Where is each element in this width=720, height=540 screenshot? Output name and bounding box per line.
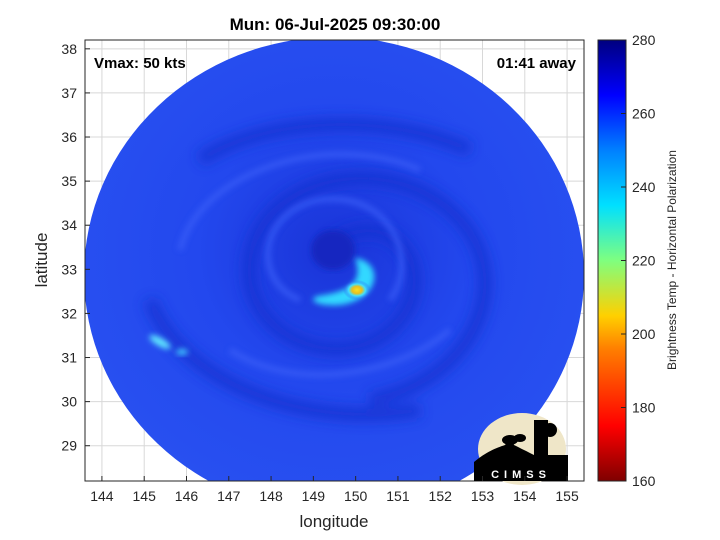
colorbar-tick-label: 280 bbox=[632, 32, 656, 48]
y-axis: 29 30 31 32 33 34 35 36 37 38 bbox=[61, 41, 90, 454]
microwave-swath-image bbox=[85, 40, 584, 481]
time-away-label: 01:41 away bbox=[497, 55, 577, 72]
colorbar-tick-label: 200 bbox=[632, 326, 656, 342]
x-tick-label: 148 bbox=[259, 488, 283, 504]
y-tick-label: 32 bbox=[61, 305, 77, 321]
x-tick-label: 149 bbox=[302, 488, 326, 504]
y-axis-label: latitude bbox=[32, 233, 51, 288]
x-tick-label: 146 bbox=[175, 488, 199, 504]
x-axis-label: longitude bbox=[299, 512, 368, 531]
y-tick-label: 29 bbox=[61, 438, 77, 454]
x-tick-label: 153 bbox=[471, 488, 495, 504]
plot-area bbox=[84, 39, 585, 482]
vmax-label: Vmax: 50 kts bbox=[94, 55, 186, 72]
colorbar-tick-label: 220 bbox=[632, 253, 656, 269]
colorbar-label: Brightness Temp - Horizontal Polarizatio… bbox=[665, 150, 679, 370]
y-tick-label: 31 bbox=[61, 350, 77, 366]
y-tick-label: 36 bbox=[61, 129, 77, 145]
x-tick-label: 151 bbox=[386, 488, 410, 504]
x-tick-label: 155 bbox=[555, 488, 579, 504]
x-tick-label: 152 bbox=[429, 488, 453, 504]
colorbar: 280 260 240 220 200 180 160 Brightness Temp - … bbox=[597, 32, 679, 489]
y-tick-label: 37 bbox=[61, 85, 77, 101]
colorbar-tick-label: 260 bbox=[632, 106, 656, 122]
y-tick-label: 34 bbox=[61, 217, 77, 233]
x-tick-label: 154 bbox=[513, 488, 537, 504]
logo-text: CIMSS bbox=[491, 469, 551, 481]
colorbar-tick-label: 160 bbox=[632, 473, 656, 489]
x-tick-label: 150 bbox=[344, 488, 368, 504]
colorbar-tick-label: 240 bbox=[632, 179, 656, 195]
y-tick-label: 35 bbox=[61, 173, 77, 189]
y-tick-label: 33 bbox=[61, 261, 77, 277]
x-tick-label: 144 bbox=[90, 488, 114, 504]
y-tick-label: 30 bbox=[61, 394, 77, 410]
y-tick-label: 38 bbox=[61, 41, 77, 57]
cimss-logo: CIMSS bbox=[474, 413, 568, 485]
x-tick-label: 147 bbox=[217, 488, 241, 504]
x-axis: 144 145 146 147 148 149 150 151 152 153 154 155 bbox=[90, 476, 579, 504]
colorbar-ticks: 280 260 240 220 200 180 160 bbox=[621, 32, 656, 489]
chart-title: Mun: 06-Jul-2025 09:30:00 bbox=[230, 15, 441, 34]
x-tick-label: 145 bbox=[133, 488, 157, 504]
colorbar-tick-label: 180 bbox=[632, 400, 656, 416]
